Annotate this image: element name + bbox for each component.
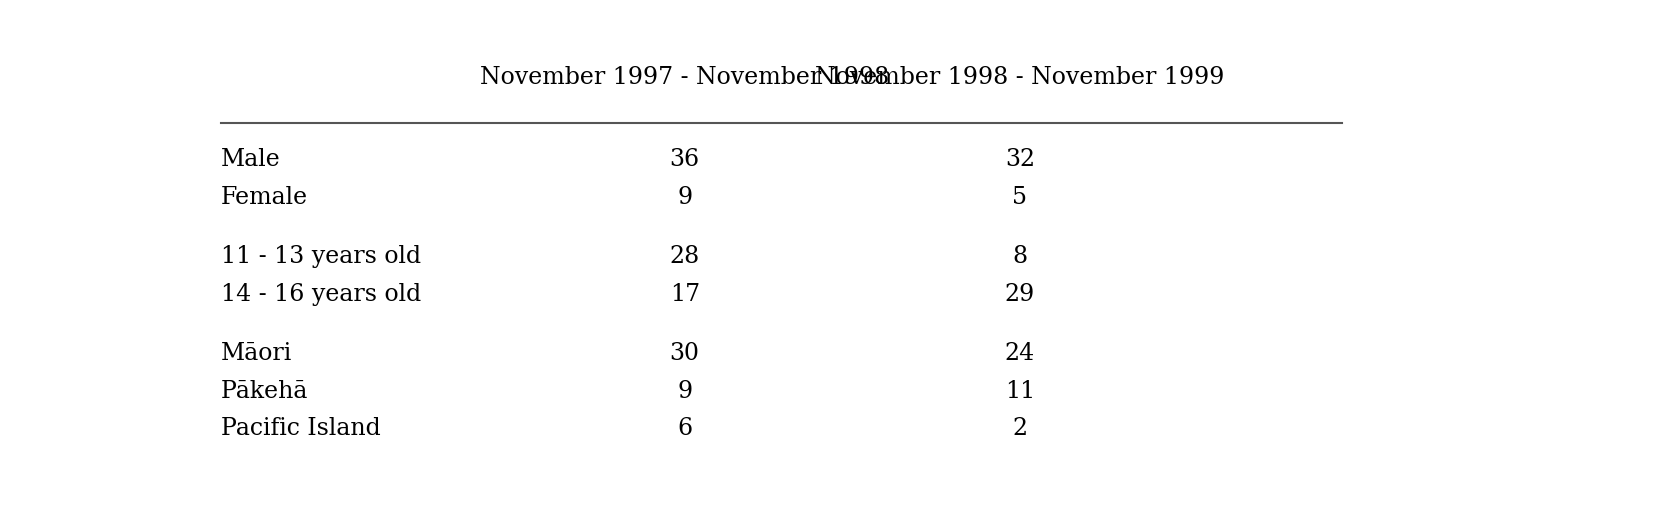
- Text: November 1997 - November 1998: November 1997 - November 1998: [481, 66, 890, 89]
- Text: Pākehā: Pākehā: [221, 380, 308, 403]
- Text: 11: 11: [1004, 380, 1034, 403]
- Text: 17: 17: [670, 283, 700, 306]
- Text: 6: 6: [677, 417, 692, 440]
- Text: 14 - 16 years old: 14 - 16 years old: [221, 283, 421, 306]
- Text: 30: 30: [670, 342, 700, 365]
- Text: 11 - 13 years old: 11 - 13 years old: [221, 245, 421, 268]
- Text: November 1998 - November 1999: November 1998 - November 1999: [815, 66, 1224, 89]
- Text: 9: 9: [677, 380, 692, 403]
- Text: Pacific Island: Pacific Island: [221, 417, 381, 440]
- Text: 29: 29: [1004, 283, 1034, 306]
- Text: 36: 36: [670, 148, 700, 171]
- Text: 9: 9: [677, 186, 692, 209]
- Text: Female: Female: [221, 186, 308, 209]
- Text: Māori: Māori: [221, 342, 293, 365]
- Text: 32: 32: [1004, 148, 1034, 171]
- Text: 28: 28: [670, 245, 700, 268]
- Text: 5: 5: [1013, 186, 1028, 209]
- Text: Male: Male: [221, 148, 281, 171]
- Text: 8: 8: [1013, 245, 1028, 268]
- Text: 2: 2: [1013, 417, 1028, 440]
- Text: 24: 24: [1004, 342, 1034, 365]
